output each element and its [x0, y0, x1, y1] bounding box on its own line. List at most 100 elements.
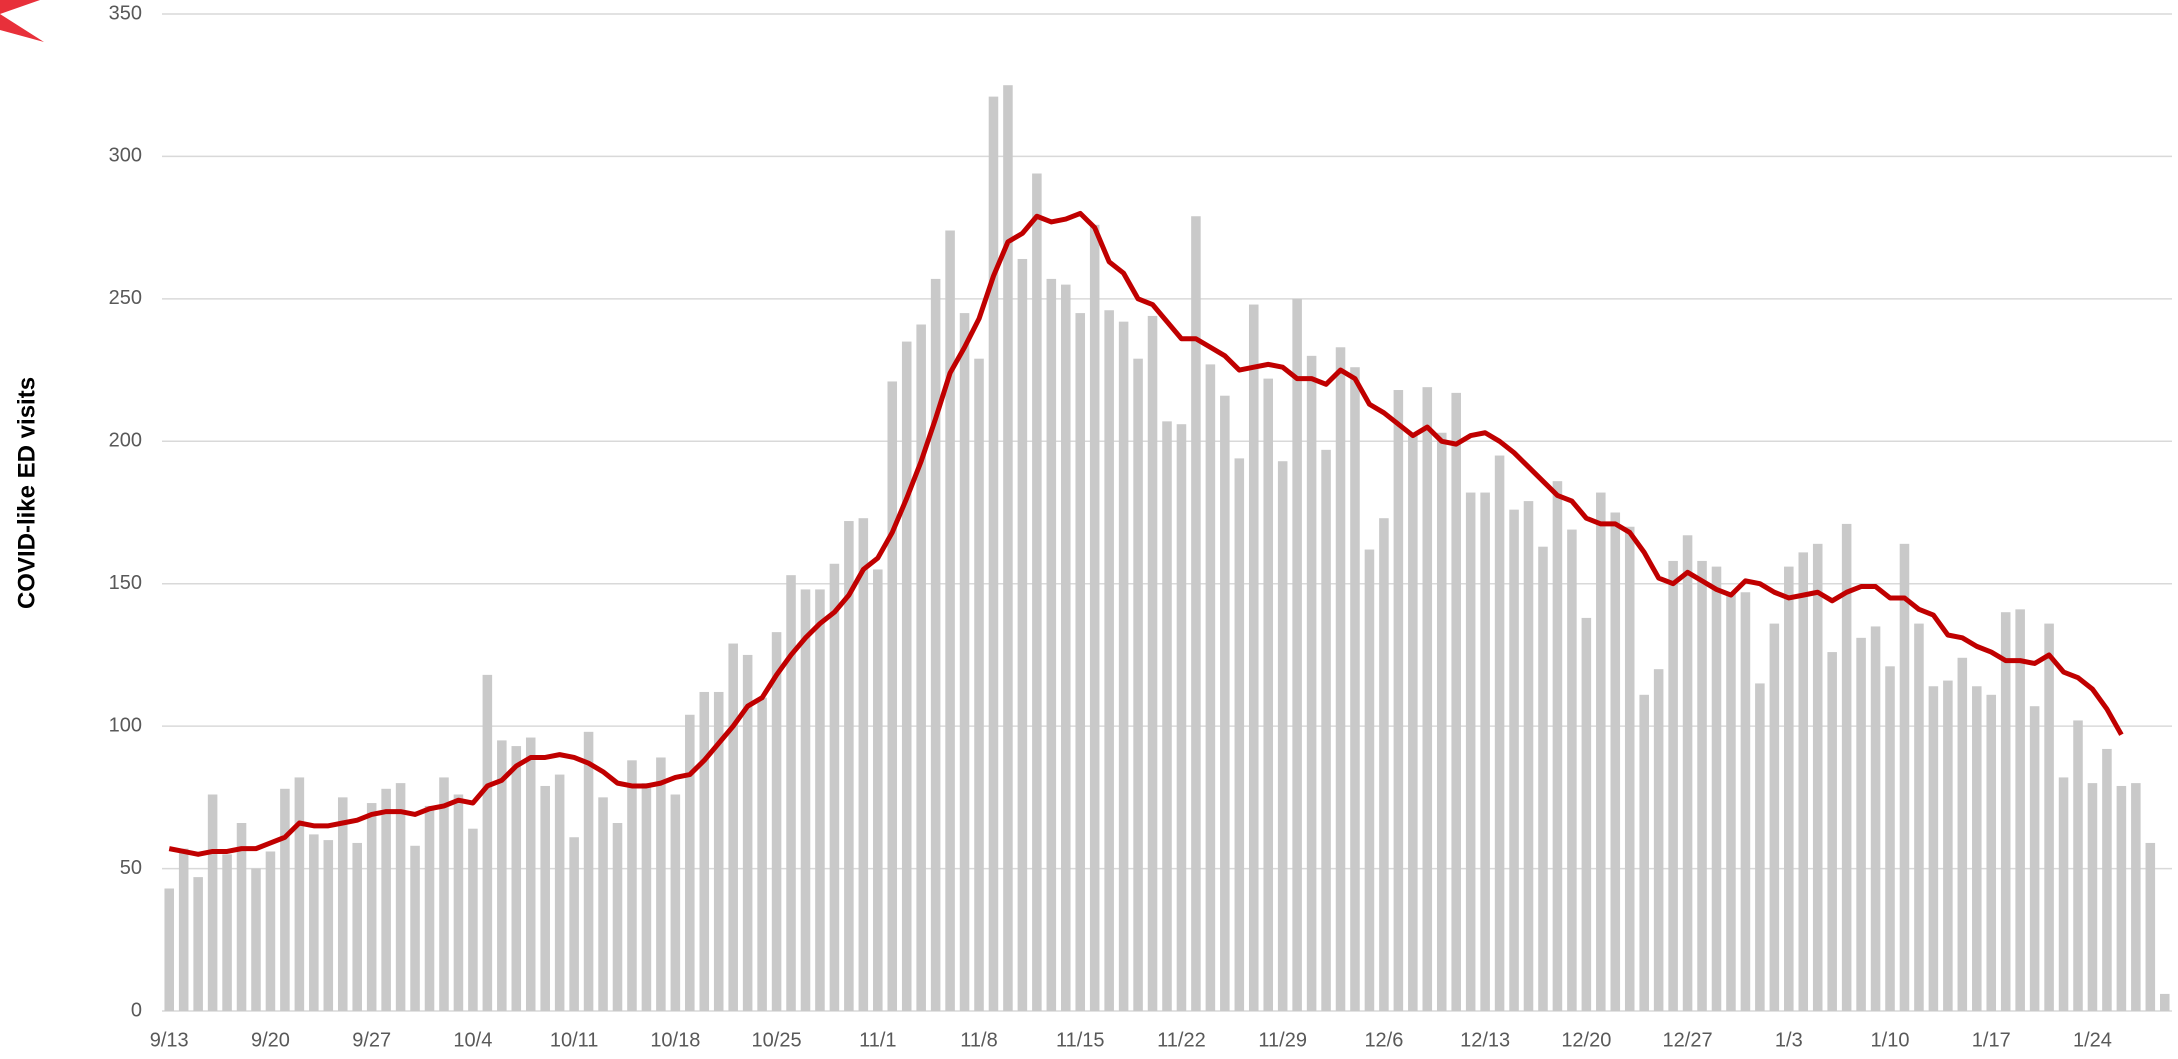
bar: [337, 797, 348, 1011]
bar: [222, 854, 232, 1011]
moving-average-line: [168, 210, 2124, 857]
bar: [598, 797, 608, 1011]
y-tick-label: 350: [109, 2, 142, 24]
bar: [207, 794, 218, 1011]
bar: [1364, 549, 1375, 1011]
x-tick-label: 11/22: [1157, 1029, 1206, 1051]
bar: [1682, 535, 1693, 1011]
bar: [1812, 543, 1823, 1011]
bar: [1075, 313, 1086, 1012]
bar: [569, 837, 579, 1011]
bar: [352, 842, 362, 1011]
bar: [1248, 304, 1259, 1011]
bar: [1046, 278, 1057, 1012]
bar: [1581, 617, 1592, 1011]
bar: [1841, 523, 1852, 1011]
bar: [945, 230, 955, 1011]
bar: [2145, 842, 2156, 1011]
bar: [612, 822, 623, 1011]
x-tick-label: 1/10: [1871, 1029, 1910, 1051]
bar: [1436, 432, 1447, 1011]
bar: [1668, 560, 1678, 1011]
bar: [1277, 461, 1288, 1011]
x-tick-label: 10/18: [650, 1029, 700, 1051]
bar: [1147, 315, 1158, 1011]
bar: [164, 888, 175, 1011]
bar: [656, 757, 666, 1011]
bar: [2000, 612, 2011, 1011]
bar: [309, 834, 319, 1011]
bar: [2102, 748, 2112, 1011]
x-tick-label: 11/8: [960, 1029, 997, 1051]
y-tick-label: 100: [109, 714, 142, 736]
bar: [1104, 310, 1114, 1011]
bar: [1726, 592, 1736, 1011]
bar: [757, 697, 767, 1011]
x-tick-label: 11/1: [859, 1029, 896, 1051]
bar: [844, 521, 854, 1011]
bar: [2073, 720, 2083, 1011]
bar: [1899, 543, 1910, 1011]
bar: [525, 737, 536, 1011]
bar: [742, 654, 753, 1011]
bar: [627, 760, 637, 1011]
bar: [1928, 686, 1939, 1011]
bar: [1755, 683, 1765, 1011]
bar: [1306, 355, 1317, 1011]
bar: [251, 868, 261, 1011]
y-tick-label: 300: [109, 145, 142, 167]
bar: [1003, 85, 1013, 1011]
y-tick-label: 0: [131, 999, 142, 1021]
bar: [670, 794, 681, 1011]
bar: [497, 740, 507, 1011]
x-tick-label: 12/13: [1460, 1029, 1510, 1051]
bar: [294, 777, 305, 1011]
bar: [1480, 492, 1490, 1011]
bar: [1408, 435, 1418, 1011]
x-tick-label: 11/29: [1258, 1029, 1307, 1051]
bar: [2131, 783, 2141, 1011]
x-tick-label: 12/27: [1663, 1029, 1713, 1051]
bar: [2058, 777, 2069, 1011]
x-tick-label: 1/17: [1972, 1029, 2011, 1051]
bar: [1133, 358, 1143, 1012]
bar: [468, 828, 478, 1011]
bar: [974, 358, 984, 1012]
x-tick-label: 9/20: [251, 1029, 290, 1051]
bar: [1451, 392, 1461, 1011]
bar: [1292, 298, 1302, 1011]
bar: [178, 848, 189, 1011]
bar: [2159, 993, 2170, 1011]
bar: [1509, 509, 1519, 1011]
bar: [323, 840, 334, 1011]
y-tick-label: 150: [109, 572, 142, 594]
y-axis-label: COVID-like ED visits: [13, 377, 40, 609]
bar: [439, 777, 449, 1011]
bar: [1972, 686, 1982, 1011]
bar: [193, 877, 203, 1011]
bar: [873, 569, 883, 1011]
bar: [1393, 390, 1404, 1011]
bar: [1697, 560, 1707, 1011]
bar: [236, 822, 247, 1011]
bar: [1798, 552, 1809, 1011]
bar: [410, 845, 420, 1011]
bar: [699, 691, 710, 1011]
bar: [381, 788, 391, 1011]
x-tick-label: 10/4: [453, 1029, 492, 1051]
x-tick-label: 10/25: [752, 1029, 802, 1051]
y-tick-label: 250: [109, 287, 142, 309]
bar: [1220, 395, 1230, 1011]
bar: [1653, 669, 1664, 1011]
bar: [2044, 623, 2054, 1011]
bar: [1957, 657, 1968, 1011]
x-tick-label: 1/24: [2073, 1029, 2112, 1051]
bar: [815, 589, 825, 1011]
bar: [511, 746, 522, 1011]
bar: [1422, 387, 1433, 1012]
bar: [2116, 785, 2127, 1011]
bar: [1567, 529, 1577, 1011]
y-tick-label: 50: [120, 857, 142, 879]
bar: [1523, 501, 1534, 1011]
bar: [1711, 566, 1722, 1011]
